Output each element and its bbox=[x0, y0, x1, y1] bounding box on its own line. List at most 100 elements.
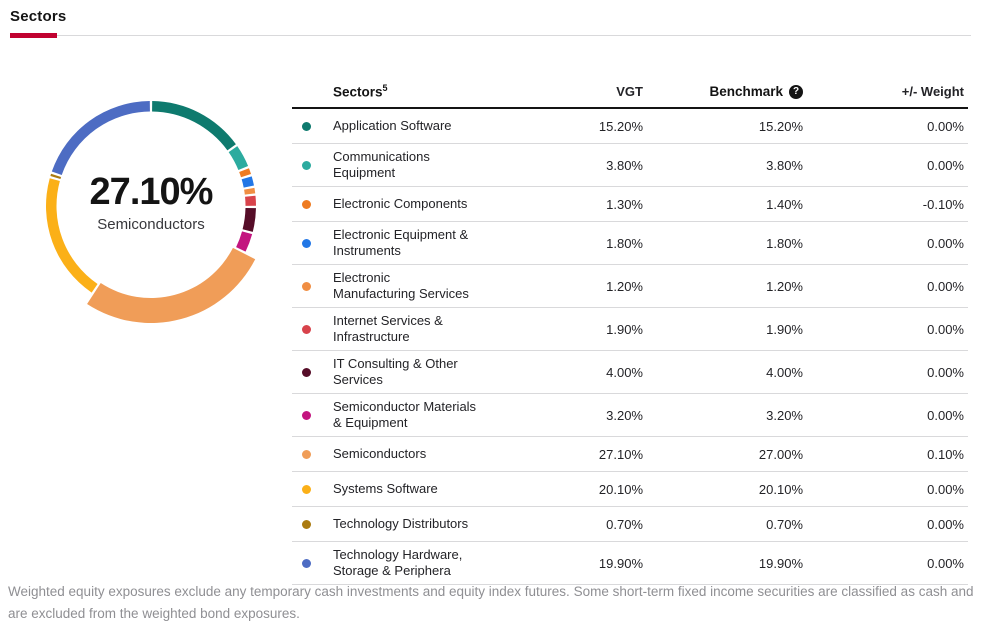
vgt-value: 15.20% bbox=[598, 118, 643, 134]
title-rule-track bbox=[10, 35, 971, 36]
title-rule bbox=[10, 33, 971, 38]
donut-segment-semiconductors[interactable] bbox=[87, 247, 256, 323]
sector-color-dot bbox=[302, 410, 311, 420]
donut-segment-technology-distributors[interactable] bbox=[50, 173, 62, 179]
weight-value: 0.00% bbox=[927, 278, 964, 294]
vgt-value: 20.10% bbox=[598, 481, 643, 497]
sector-name-cell: Electronic Components bbox=[333, 191, 532, 217]
sector-name-cell: Semiconductor Materials & Equipment bbox=[333, 394, 532, 436]
donut-segment-electronic-manufacturing-services[interactable] bbox=[244, 187, 256, 195]
title-rule-accent bbox=[10, 33, 57, 38]
table-header-row: Sectors5 VGT Benchmark ? +/- Weight bbox=[292, 76, 968, 109]
sector-name-cell: Systems Software bbox=[333, 476, 532, 502]
vgt-value: 0.70% bbox=[606, 516, 643, 532]
sector-color-cell bbox=[292, 449, 333, 459]
donut-svg bbox=[46, 101, 256, 323]
vgt-value: 1.30% bbox=[606, 196, 643, 212]
weight-value: 0.00% bbox=[927, 118, 964, 134]
table-row[interactable]: IT Consulting & Other Services 4.00% 4.0… bbox=[292, 351, 968, 394]
sector-name-cell: Communications Equipment bbox=[333, 144, 532, 186]
vgt-value: 27.10% bbox=[598, 446, 643, 462]
sector-color-cell bbox=[292, 558, 333, 568]
sector-name: Application Software bbox=[333, 118, 452, 133]
sector-name: Systems Software bbox=[333, 481, 438, 496]
column-header-sectors: Sectors5 bbox=[333, 83, 388, 100]
table-row[interactable]: Internet Services & Infrastructure 1.90%… bbox=[292, 308, 968, 351]
sector-color-dot bbox=[302, 238, 311, 248]
donut-segment-it-consulting-other-services[interactable] bbox=[242, 207, 256, 232]
donut-segment-communications-equipment[interactable] bbox=[228, 146, 249, 171]
weight-value: 0.00% bbox=[927, 157, 964, 173]
donut-segment-application-software[interactable] bbox=[152, 101, 236, 151]
donut-segment-electronic-equipment-instruments[interactable] bbox=[241, 176, 254, 188]
weight-value: -0.10% bbox=[922, 196, 964, 212]
vgt-value: 3.20% bbox=[606, 407, 643, 423]
sector-color-dot bbox=[302, 160, 311, 170]
benchmark-value: 20.10% bbox=[758, 481, 803, 497]
sector-name-cell: Internet Services & Infrastructure bbox=[333, 308, 532, 350]
sector-color-cell bbox=[292, 199, 333, 209]
sector-color-dot bbox=[302, 121, 311, 131]
sector-color-dot bbox=[302, 558, 311, 568]
sectors-footnote-marker: 5 bbox=[382, 83, 388, 94]
donut-segment-technology-hardware-storage-periphera[interactable] bbox=[51, 101, 150, 175]
weight-value: 0.10% bbox=[927, 446, 964, 462]
benchmark-value: 1.20% bbox=[766, 278, 803, 294]
table-row[interactable]: Technology Hardware, Storage & Periphera… bbox=[292, 542, 968, 585]
sector-color-cell bbox=[292, 519, 333, 529]
table-row[interactable]: Electronic Manufacturing Services 1.20% … bbox=[292, 265, 968, 308]
table-row[interactable]: Semiconductor Materials & Equipment 3.20… bbox=[292, 394, 968, 437]
weight-value: 0.00% bbox=[927, 321, 964, 337]
benchmark-header-label: Benchmark bbox=[709, 84, 783, 99]
benchmark-value: 1.90% bbox=[766, 321, 803, 337]
vgt-value: 4.00% bbox=[606, 364, 643, 380]
table-row[interactable]: Communications Equipment 3.80% 3.80% 0.0… bbox=[292, 144, 968, 187]
sector-name-cell: Technology Hardware, Storage & Periphera bbox=[333, 542, 532, 584]
sector-name-cell: IT Consulting & Other Services bbox=[333, 351, 532, 393]
benchmark-value: 3.20% bbox=[766, 407, 803, 423]
sector-color-dot bbox=[302, 324, 311, 334]
sector-color-dot bbox=[302, 519, 311, 529]
table-row[interactable]: Electronic Components 1.30% 1.40% -0.10% bbox=[292, 187, 968, 222]
benchmark-value: 0.70% bbox=[766, 516, 803, 532]
sector-name: Internet Services & Infrastructure bbox=[333, 313, 443, 344]
sector-name: Electronic Components bbox=[333, 196, 468, 211]
sector-donut-chart: 27.10% Semiconductors bbox=[30, 82, 272, 334]
page-title: Sectors bbox=[10, 8, 67, 25]
weight-value: 0.00% bbox=[927, 235, 964, 251]
sector-name: Communications Equipment bbox=[333, 149, 430, 180]
weight-value: 0.00% bbox=[927, 364, 964, 380]
sector-color-cell bbox=[292, 160, 333, 170]
sector-name: Technology Distributors bbox=[333, 516, 469, 531]
vgt-value: 1.80% bbox=[606, 235, 643, 251]
sector-name: Semiconductor Materials & Equipment bbox=[333, 399, 477, 430]
benchmark-value: 4.00% bbox=[766, 364, 803, 380]
sector-color-dot bbox=[302, 484, 311, 494]
table-row[interactable]: Technology Distributors 0.70% 0.70% 0.00… bbox=[292, 507, 968, 542]
vgt-value: 3.80% bbox=[606, 157, 643, 173]
sector-name: Technology Hardware, Storage & Periphera bbox=[333, 547, 463, 578]
sector-name-cell: Semiconductors bbox=[333, 441, 532, 467]
donut-segment-internet-services-infrastructure[interactable] bbox=[245, 195, 256, 206]
donut-segment-systems-software[interactable] bbox=[46, 178, 98, 293]
sector-color-cell bbox=[292, 484, 333, 494]
vgt-value: 1.20% bbox=[606, 278, 643, 294]
sector-name-cell: Electronic Manufacturing Services bbox=[333, 265, 532, 307]
benchmark-value: 15.20% bbox=[758, 118, 803, 134]
table-row[interactable]: Systems Software 20.10% 20.10% 0.00% bbox=[292, 472, 968, 507]
weight-value: 0.00% bbox=[927, 516, 964, 532]
table-row[interactable]: Semiconductors 27.10% 27.00% 0.10% bbox=[292, 437, 968, 472]
donut-segment-electronic-components[interactable] bbox=[239, 168, 252, 178]
donut-segment-semiconductor-materials-equipment[interactable] bbox=[236, 231, 253, 252]
vgt-value: 1.90% bbox=[606, 321, 643, 337]
table-row[interactable]: Application Software 15.20% 15.20% 0.00% bbox=[292, 109, 968, 144]
sector-name: Electronic Manufacturing Services bbox=[333, 270, 469, 301]
weight-value: 0.00% bbox=[927, 481, 964, 497]
table-row[interactable]: Electronic Equipment & Instruments 1.80%… bbox=[292, 222, 968, 265]
benchmark-info-icon[interactable]: ? bbox=[789, 84, 803, 99]
sector-color-dot bbox=[302, 281, 311, 291]
benchmark-value: 1.80% bbox=[766, 235, 803, 251]
sector-name-cell: Electronic Equipment & Instruments bbox=[333, 222, 532, 264]
benchmark-value: 19.90% bbox=[758, 555, 803, 571]
